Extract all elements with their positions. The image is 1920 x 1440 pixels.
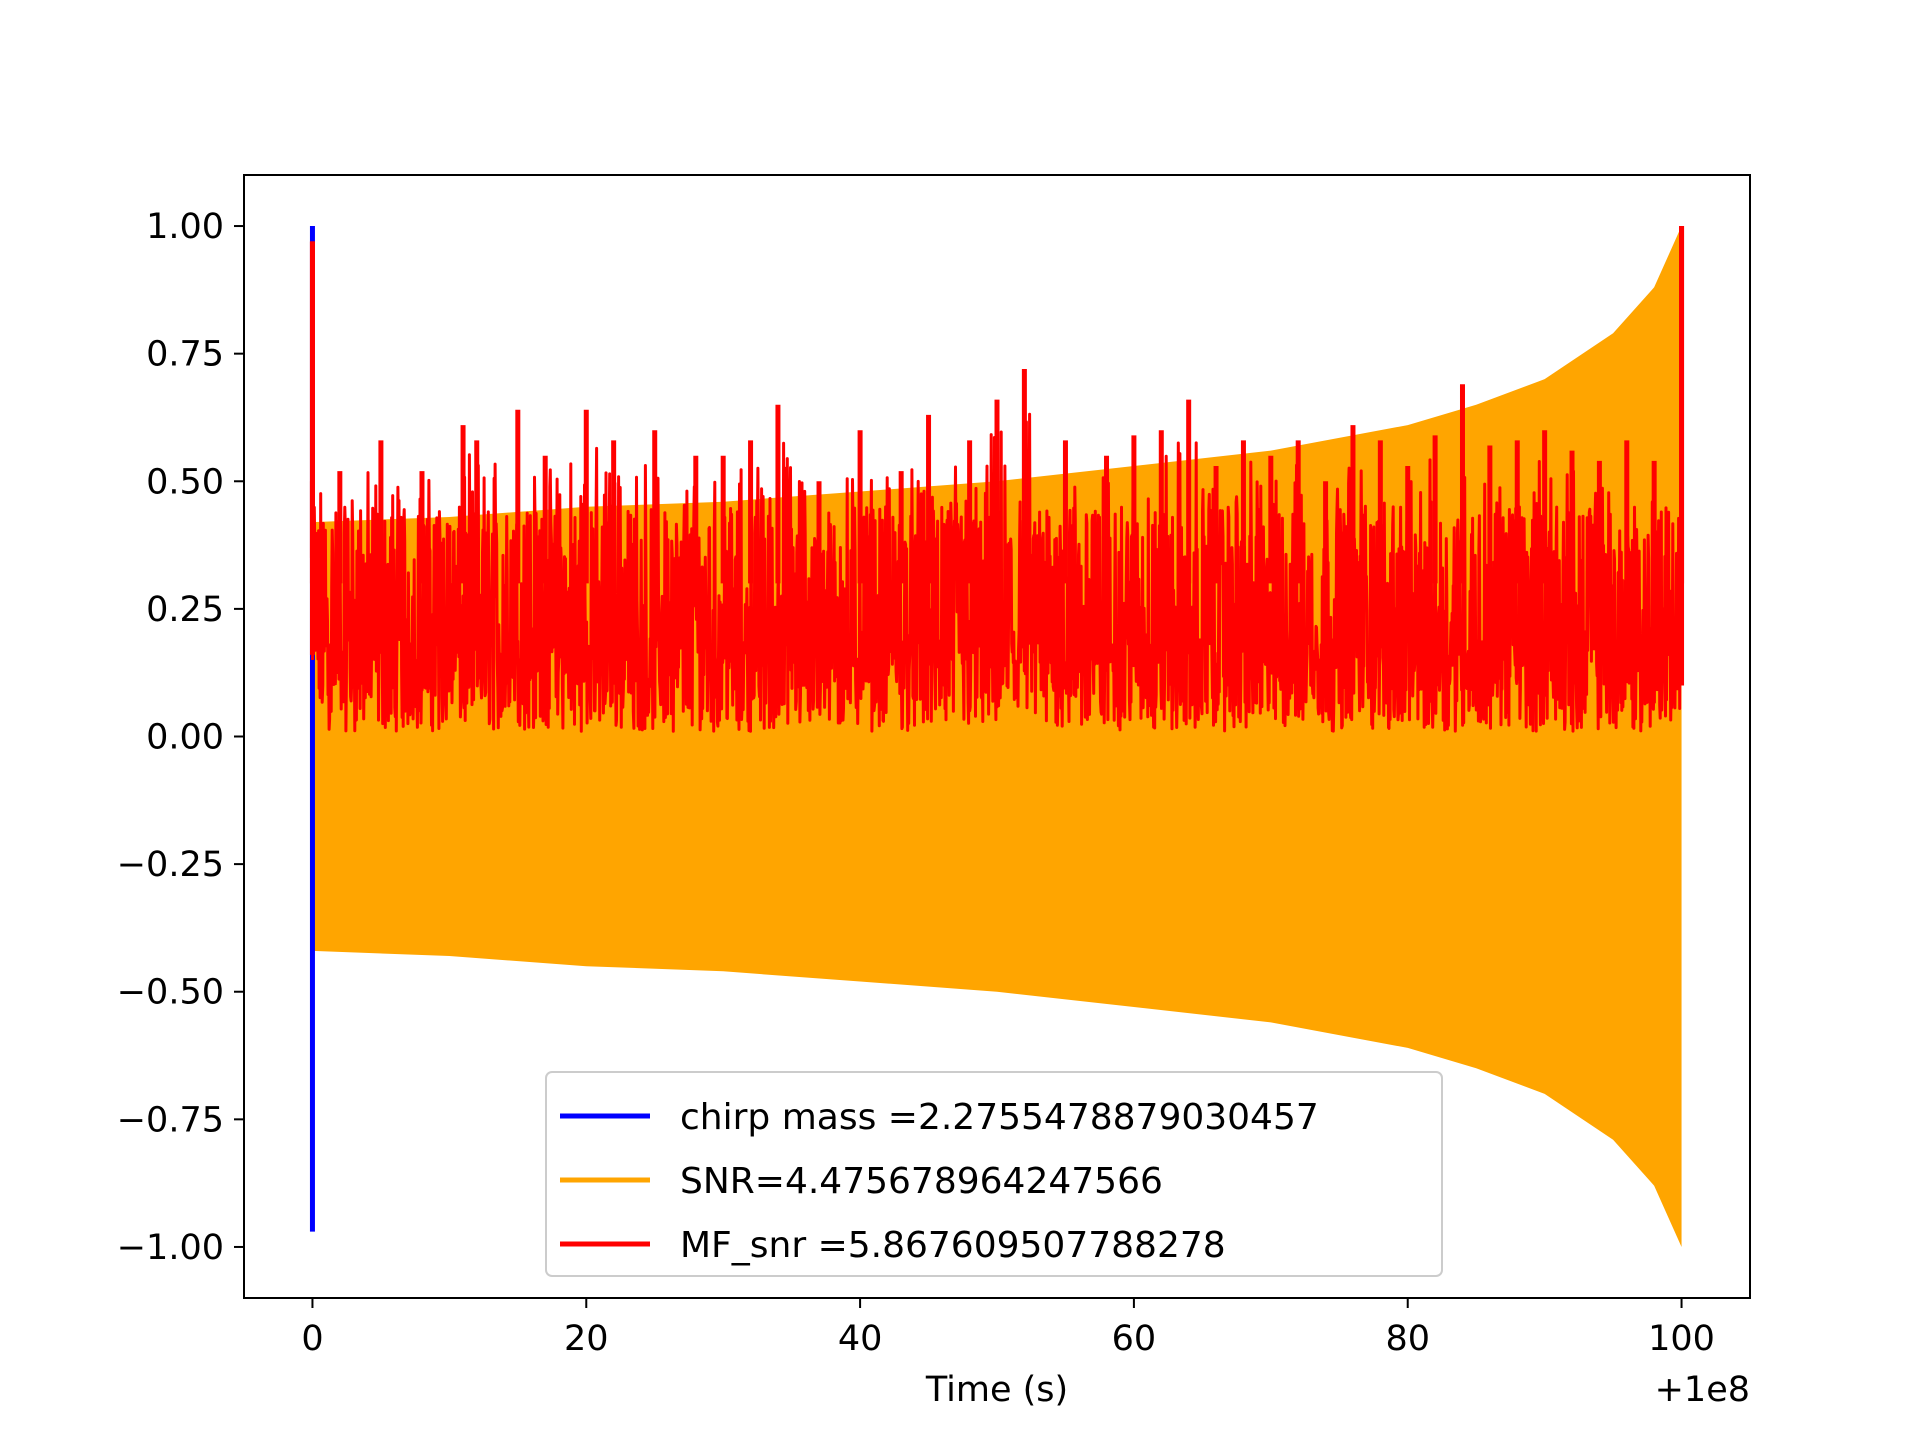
- x-tick-label: 0: [301, 1319, 323, 1359]
- legend-box: [545, 1071, 1443, 1277]
- x-tick-label: 80: [1385, 1319, 1430, 1359]
- series-group: [309, 226, 1685, 1247]
- x-offset-label: +1e8: [1655, 1370, 1750, 1410]
- x-tick-label: 40: [838, 1319, 883, 1359]
- x-tick-label: 20: [564, 1319, 609, 1359]
- axes-ticks: 0 20 40 60 80 100 1.00 0.75 0.50 0.25 0.00 −0.25 −0.…: [117, 207, 1715, 1359]
- legend-entry-snr: SNR=4.475678964247566: [680, 1161, 1163, 1202]
- x-tick-label: 100: [1648, 1319, 1715, 1359]
- legend-entry-chirp-mass: chirp mass =2.2755478879030457: [680, 1097, 1319, 1138]
- legend: chirp mass =2.2755478879030457 SNR=4.475…: [545, 1071, 1443, 1277]
- y-tick-label: −0.50: [117, 973, 224, 1013]
- axes-frame: [243, 174, 1751, 1299]
- y-tick-label: 0.25: [146, 590, 224, 630]
- y-tick-label: −0.75: [117, 1100, 224, 1140]
- x-axis-label: Time (s): [925, 1370, 1068, 1410]
- x-tick-label: 60: [1112, 1319, 1157, 1359]
- series-mf-snr-noise: [310, 412, 1682, 733]
- y-tick-label: 1.00: [146, 207, 224, 247]
- y-tick-label: 0.75: [146, 335, 224, 375]
- series-snr-band: [312, 226, 1682, 1247]
- y-tick-label: 0.00: [146, 718, 224, 758]
- legend-entry-mf-snr: MF_snr =5.867609507788278: [680, 1225, 1226, 1266]
- y-tick-label: −1.00: [117, 1228, 224, 1268]
- plot-area: [309, 226, 1685, 1247]
- y-tick-label: −0.25: [117, 845, 224, 885]
- y-tick-label: 0.50: [146, 462, 224, 502]
